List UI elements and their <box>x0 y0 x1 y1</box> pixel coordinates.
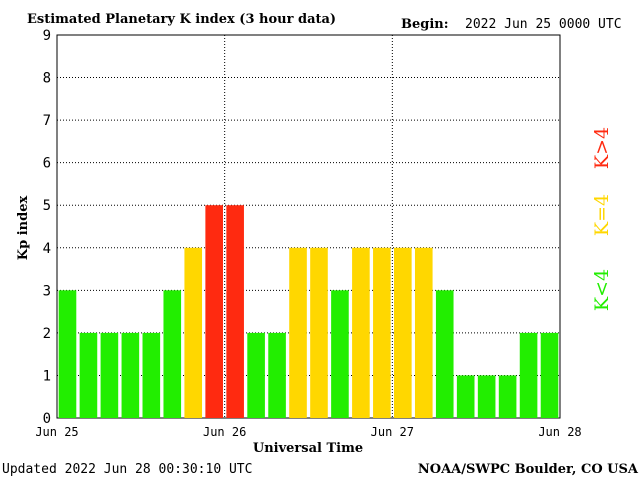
bar-19 <box>456 375 475 418</box>
y-tick-5: 5 <box>43 198 51 214</box>
bar-0 <box>58 290 77 418</box>
bar-18 <box>435 290 454 418</box>
legend-k-less-4: K<4 <box>591 269 613 311</box>
x-tick-1: Jun 26 <box>203 425 246 439</box>
y-tick-1: 1 <box>43 368 51 384</box>
footer-source: NOAA/SWPC Boulder, CO USA <box>418 462 639 477</box>
bar-20 <box>477 375 496 418</box>
x-tick-labels: Jun 25 Jun 26 Jun 27 Jun 28 <box>35 425 581 439</box>
bar-8 <box>226 205 244 418</box>
y-tick-4: 4 <box>43 241 51 257</box>
grid-lines <box>57 35 560 418</box>
y-tick-8: 8 <box>43 71 51 87</box>
bar-15 <box>373 247 391 418</box>
y-tick-0: 0 <box>43 411 51 427</box>
y-tick-7: 7 <box>43 113 51 129</box>
legend-k-equal-4: K=4 <box>591 194 613 236</box>
bar-4 <box>142 332 161 418</box>
bar-9 <box>247 332 265 418</box>
y-tick-labels: 0 1 2 3 4 5 6 7 8 9 <box>43 28 51 427</box>
bar-12 <box>310 247 328 418</box>
begin-label: Begin: <box>401 17 449 32</box>
plot-area <box>56 34 561 419</box>
x-tick-0: Jun 25 <box>35 425 78 439</box>
y-tick-6: 6 <box>43 156 51 172</box>
bar-6 <box>184 247 203 418</box>
y-axis-label: Kp index <box>16 196 31 261</box>
bar-16 <box>394 247 412 418</box>
begin-value: 2022 Jun 25 0000 UTC <box>465 17 622 32</box>
bar-23 <box>540 332 559 418</box>
y-tick-3: 3 <box>43 283 51 299</box>
y-tick-9: 9 <box>43 28 51 44</box>
bar-1 <box>79 332 98 418</box>
legend-k-greater-4: K>4 <box>591 127 613 169</box>
bar-7 <box>205 205 223 418</box>
x-axis-label: Universal Time <box>253 441 363 456</box>
x-tick-2: Jun 27 <box>371 425 414 439</box>
bar-14 <box>352 247 370 418</box>
bar-10 <box>268 332 286 418</box>
bar-13 <box>331 290 349 418</box>
chart-title: Estimated Planetary K index (3 hour data… <box>27 12 336 27</box>
y-tick-2: 2 <box>43 326 51 342</box>
x-tick-3: Jun 28 <box>538 425 581 439</box>
bar-17 <box>414 247 433 418</box>
bar-5 <box>163 290 182 418</box>
bar-3 <box>121 332 140 418</box>
bar-2 <box>100 332 119 418</box>
footer-updated: Updated 2022 Jun 28 00:30:10 UTC <box>2 462 252 477</box>
bar-11 <box>289 247 307 418</box>
bar-22 <box>519 332 538 418</box>
bar-21 <box>498 375 517 418</box>
bars <box>58 205 559 418</box>
